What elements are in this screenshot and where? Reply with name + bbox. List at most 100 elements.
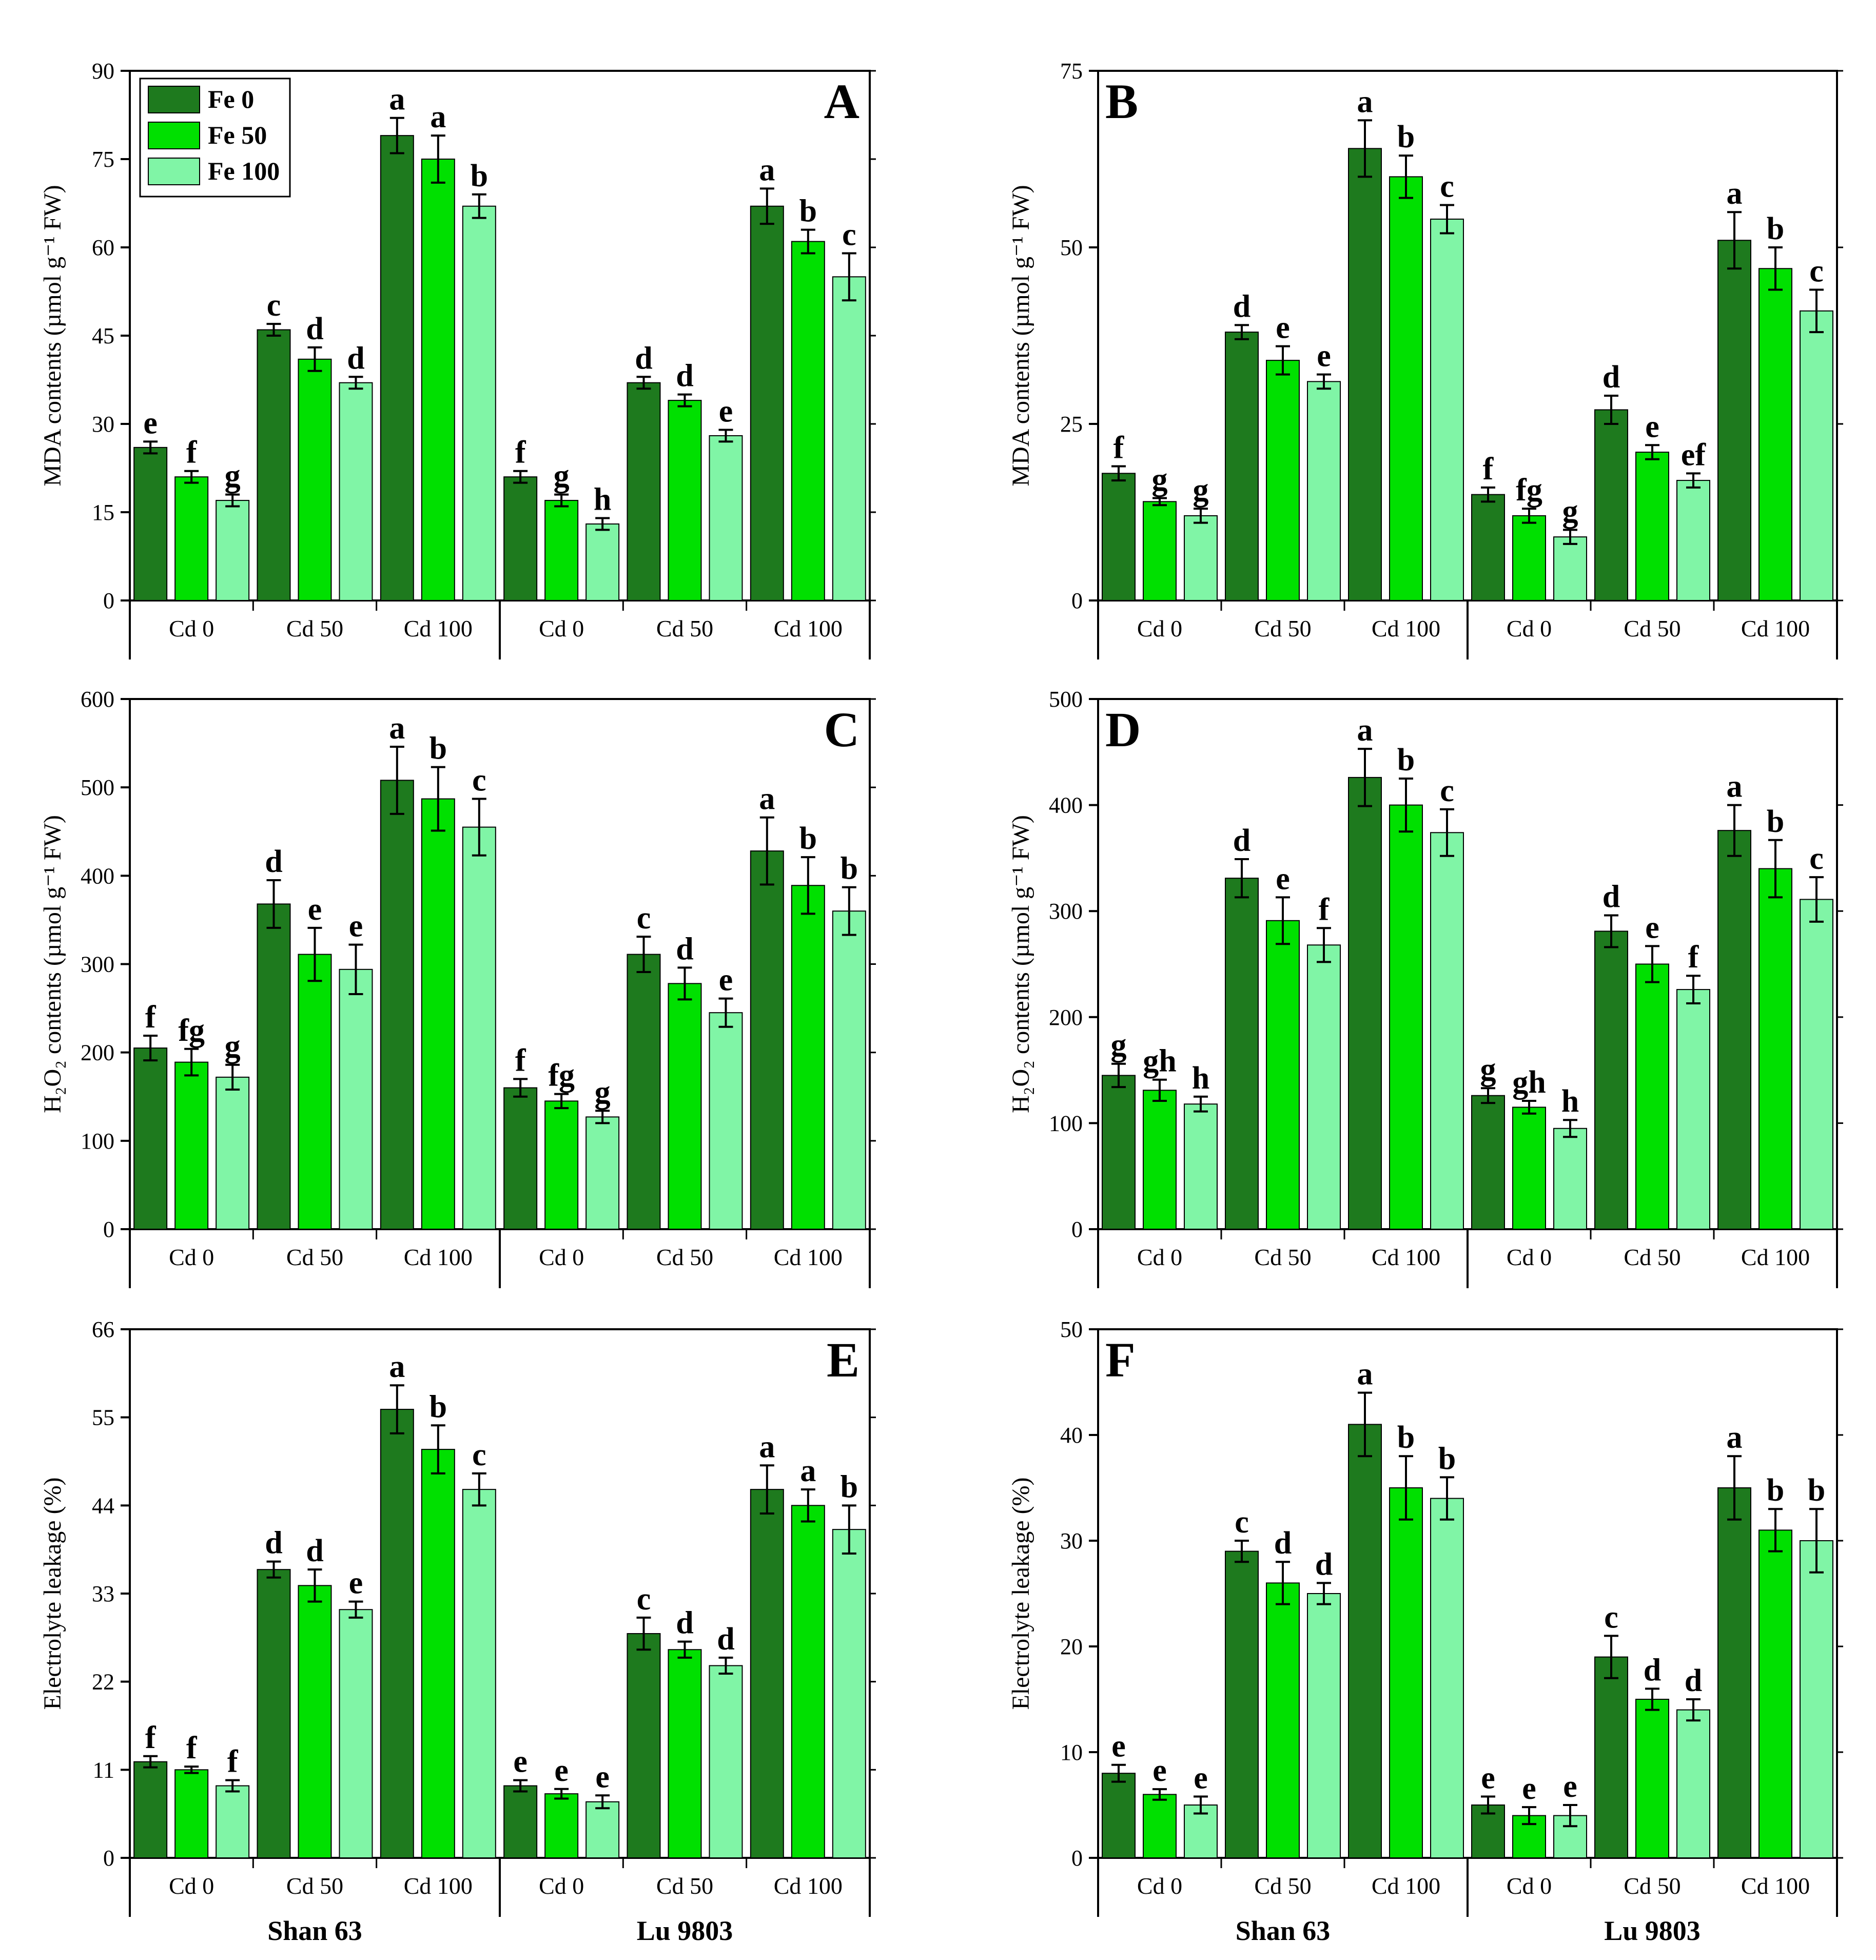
- significance-letter: b: [1397, 1420, 1415, 1455]
- significance-letter: b: [1397, 120, 1415, 154]
- bar: [1717, 1487, 1751, 1858]
- y-axis-label: MDA contents (µmol g⁻¹ FW): [39, 185, 66, 486]
- bar: [1143, 1794, 1177, 1858]
- bar: [627, 954, 661, 1230]
- bar: [298, 954, 332, 1230]
- panel-letter: A: [824, 74, 859, 129]
- significance-letter: f: [515, 1043, 526, 1078]
- y-tick-label: 22: [92, 1670, 114, 1695]
- significance-letter: d: [1603, 360, 1620, 395]
- x-category-label: Cd 100: [774, 1244, 843, 1270]
- bar: [380, 135, 414, 601]
- y-tick-label: 100: [81, 1129, 114, 1154]
- bar: [216, 1785, 250, 1858]
- bar: [1266, 1582, 1300, 1858]
- y-tick-label: 30: [1060, 1528, 1083, 1554]
- significance-letter: g: [1562, 494, 1578, 529]
- significance-letter: f: [515, 435, 526, 470]
- y-tick-label: 75: [1060, 59, 1083, 84]
- y-tick-label: 44: [92, 1493, 114, 1518]
- bar: [1266, 360, 1300, 601]
- significance-letter: d: [1315, 1547, 1333, 1582]
- y-tick-label: 100: [1049, 1111, 1083, 1136]
- y-tick-label: 45: [92, 323, 114, 348]
- bar: [1717, 240, 1751, 601]
- bar: [1512, 1107, 1546, 1230]
- significance-letter: e: [1481, 1761, 1495, 1796]
- significance-letter: f: [1688, 940, 1699, 975]
- x-category-label: Cd 0: [169, 1244, 214, 1270]
- panel-a: 0 15 30 45 60 75 90 MDA contents (µmol g⁻¹ FW) e…: [39, 59, 876, 659]
- x-category-label: Cd 100: [1741, 1244, 1810, 1270]
- panel-letter: D: [1105, 702, 1141, 757]
- bar: [174, 1061, 209, 1230]
- bar: [832, 1529, 866, 1859]
- bar: [133, 447, 168, 601]
- bar: [1676, 989, 1710, 1230]
- significance-letter: d: [347, 341, 364, 376]
- x-category-label: Cd 0: [169, 615, 214, 642]
- bar: [298, 358, 332, 601]
- significance-letter: c: [842, 217, 856, 252]
- y-tick-label: 60: [92, 235, 114, 260]
- significance-letter: g: [225, 459, 241, 494]
- significance-letter: b: [1767, 804, 1784, 839]
- significance-letter: e: [595, 1759, 610, 1794]
- significance-letter: b: [1767, 211, 1784, 246]
- y-tick-label: 40: [1060, 1423, 1083, 1448]
- significance-letter: d: [1685, 1663, 1702, 1698]
- bar: [544, 1100, 579, 1230]
- bar: [174, 1769, 209, 1858]
- bar: [462, 205, 496, 601]
- significance-letter: a: [1357, 1357, 1373, 1392]
- bar: [216, 500, 250, 601]
- bar: [216, 1076, 250, 1230]
- significance-letter: d: [717, 1622, 734, 1657]
- bar: [585, 523, 620, 601]
- bar: [668, 983, 702, 1230]
- significance-letter: c: [1809, 254, 1824, 289]
- significance-letter: e: [554, 1753, 569, 1788]
- significance-letter: ef: [1681, 437, 1707, 472]
- bar: [1512, 515, 1546, 601]
- bar: [1389, 1487, 1423, 1858]
- significance-letter: fg: [548, 1058, 575, 1093]
- y-tick-label: 25: [1060, 412, 1083, 437]
- bar: [1800, 310, 1833, 601]
- significance-letter: fg: [178, 1013, 205, 1048]
- y-tick-label: 0: [103, 588, 114, 613]
- y-tick-label: 600: [81, 687, 114, 712]
- significance-letter: h: [1192, 1061, 1209, 1096]
- bar: [1676, 1709, 1710, 1859]
- significance-letter: a: [389, 82, 405, 117]
- significance-letter: e: [308, 892, 322, 927]
- bar: [1389, 804, 1423, 1230]
- bar: [339, 382, 373, 601]
- bar: [668, 1649, 702, 1858]
- x-category-label: Cd 50: [1254, 1244, 1311, 1270]
- y-tick-label: 33: [92, 1581, 114, 1606]
- significance-letter: f: [186, 1731, 198, 1765]
- significance-letter: e: [1563, 1769, 1577, 1804]
- bar: [1389, 176, 1423, 601]
- y-tick-label: 0: [1071, 1217, 1083, 1242]
- significance-letter: g: [1152, 462, 1168, 497]
- legend-label: Fe 100: [208, 157, 280, 185]
- significance-letter: d: [676, 1606, 693, 1641]
- bar: [832, 910, 866, 1230]
- y-axis-label: H₂O₂ contents (µmol g⁻¹ FW): [1007, 815, 1034, 1113]
- significance-letter: a: [759, 152, 775, 187]
- significance-letter: d: [676, 359, 693, 394]
- x-category-label: Cd 100: [1741, 615, 1810, 642]
- panel-c: 0 100 200 300 400 500 600 H₂O₂ contents (µmol g…: [39, 687, 876, 1288]
- y-tick-label: 10: [1060, 1740, 1083, 1765]
- bar: [421, 798, 455, 1230]
- bar: [1348, 1424, 1382, 1858]
- bar: [339, 1609, 373, 1859]
- x-category-label: Cd 50: [1254, 615, 1311, 642]
- bar: [1143, 501, 1177, 601]
- significance-letter: a: [389, 711, 405, 746]
- significance-letter: e: [1645, 409, 1659, 444]
- bar: [503, 1785, 538, 1858]
- bar: [627, 1633, 661, 1858]
